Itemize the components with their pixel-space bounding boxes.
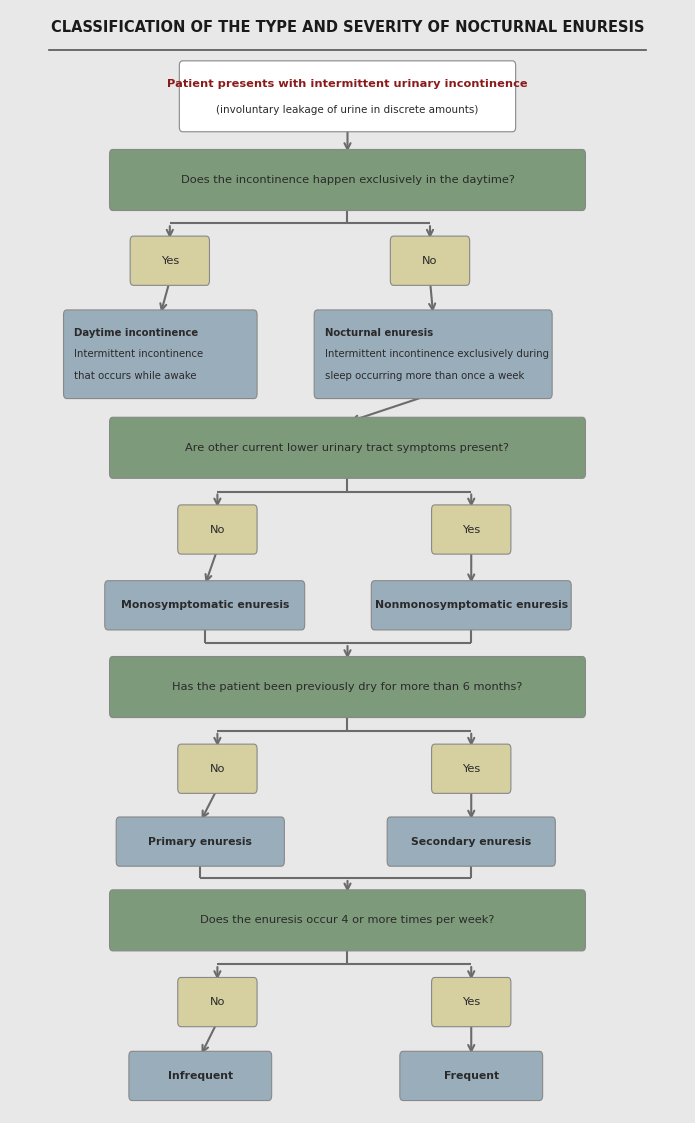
Text: Yes: Yes	[462, 997, 480, 1007]
Text: No: No	[423, 256, 438, 266]
Text: No: No	[210, 997, 225, 1007]
Text: Secondary enuresis: Secondary enuresis	[411, 837, 532, 847]
FancyBboxPatch shape	[400, 1051, 543, 1101]
Text: Primary enuresis: Primary enuresis	[148, 837, 252, 847]
Text: Are other current lower urinary tract symptoms present?: Are other current lower urinary tract sy…	[186, 442, 509, 453]
Text: No: No	[210, 764, 225, 774]
Text: Intermittent incontinence exclusively during: Intermittent incontinence exclusively du…	[325, 349, 549, 359]
Text: Monosymptomatic enuresis: Monosymptomatic enuresis	[120, 601, 289, 610]
FancyBboxPatch shape	[110, 149, 585, 210]
FancyBboxPatch shape	[179, 61, 516, 131]
FancyBboxPatch shape	[105, 581, 304, 630]
Text: (involuntary leakage of urine in discrete amounts): (involuntary leakage of urine in discret…	[216, 106, 479, 115]
FancyBboxPatch shape	[432, 977, 511, 1026]
Text: that occurs while awake: that occurs while awake	[74, 371, 197, 381]
FancyBboxPatch shape	[314, 310, 552, 399]
Text: Daytime incontinence: Daytime incontinence	[74, 328, 199, 338]
Text: Does the incontinence happen exclusively in the daytime?: Does the incontinence happen exclusively…	[181, 175, 514, 185]
FancyBboxPatch shape	[130, 236, 209, 285]
Text: Yes: Yes	[462, 764, 480, 774]
FancyBboxPatch shape	[391, 236, 470, 285]
FancyBboxPatch shape	[129, 1051, 272, 1101]
FancyBboxPatch shape	[110, 657, 585, 718]
Text: Frequent: Frequent	[443, 1071, 499, 1081]
FancyBboxPatch shape	[178, 745, 257, 793]
Text: CLASSIFICATION OF THE TYPE AND SEVERITY OF NOCTURNAL ENURESIS: CLASSIFICATION OF THE TYPE AND SEVERITY …	[51, 20, 644, 35]
Text: Yes: Yes	[161, 256, 179, 266]
Text: No: No	[210, 524, 225, 535]
FancyBboxPatch shape	[178, 505, 257, 554]
Text: Has the patient been previously dry for more than 6 months?: Has the patient been previously dry for …	[172, 682, 523, 692]
FancyBboxPatch shape	[178, 977, 257, 1026]
Text: Intermittent incontinence: Intermittent incontinence	[74, 349, 204, 359]
FancyBboxPatch shape	[110, 418, 585, 478]
FancyBboxPatch shape	[387, 818, 555, 866]
Text: Does the enuresis occur 4 or more times per week?: Does the enuresis occur 4 or more times …	[200, 915, 495, 925]
Text: Infrequent: Infrequent	[167, 1071, 233, 1081]
FancyBboxPatch shape	[432, 505, 511, 554]
FancyBboxPatch shape	[110, 889, 585, 951]
Text: Yes: Yes	[462, 524, 480, 535]
FancyBboxPatch shape	[371, 581, 571, 630]
Text: Patient presents with intermittent urinary incontinence: Patient presents with intermittent urina…	[167, 79, 528, 89]
FancyBboxPatch shape	[432, 745, 511, 793]
FancyBboxPatch shape	[63, 310, 257, 399]
Text: Nonmonosymptomatic enuresis: Nonmonosymptomatic enuresis	[375, 601, 568, 610]
FancyBboxPatch shape	[116, 818, 284, 866]
Text: sleep occurring more than once a week: sleep occurring more than once a week	[325, 371, 524, 381]
Text: Nocturnal enuresis: Nocturnal enuresis	[325, 328, 433, 338]
